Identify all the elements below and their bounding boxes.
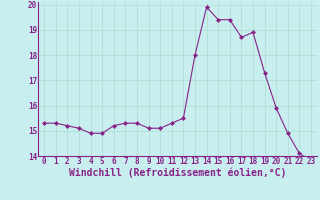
X-axis label: Windchill (Refroidissement éolien,°C): Windchill (Refroidissement éolien,°C): [69, 168, 286, 178]
